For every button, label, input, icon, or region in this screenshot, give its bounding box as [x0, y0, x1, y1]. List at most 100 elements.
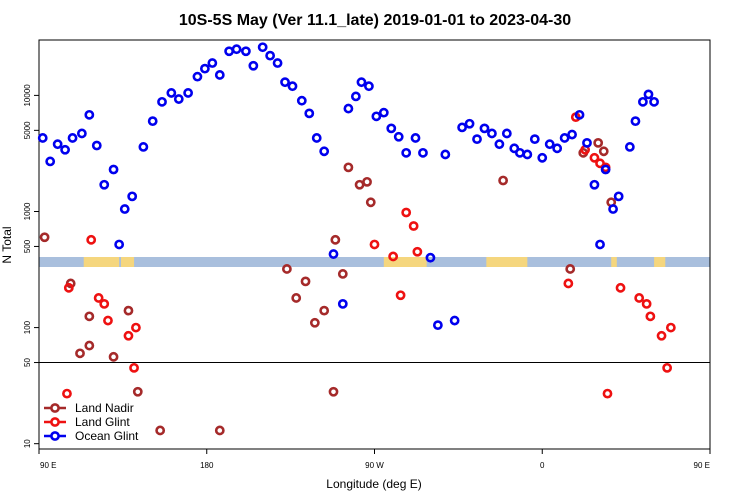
land-nadir-point: [319, 305, 330, 316]
ocean-glint-point: [319, 146, 330, 157]
land-glint-point: [86, 234, 97, 245]
ocean-glint-point: [157, 96, 167, 107]
x-axis-label: Longitude (deg E): [326, 477, 421, 491]
land-band: [486, 257, 528, 267]
ocean-glint-point: [479, 123, 490, 134]
ocean-glint-point: [91, 140, 102, 151]
ocean-glint-point: [287, 81, 298, 92]
land-glint-point: [388, 251, 399, 262]
ocean-glint-point: [582, 137, 592, 148]
land-nadir-point: [343, 162, 354, 173]
land-nadir-point: [354, 179, 365, 190]
ocean-glint-point: [138, 142, 149, 152]
land-nadir-point: [155, 425, 166, 436]
ocean-glint-point: [37, 133, 48, 143]
land-glint-point: [63, 282, 74, 293]
ocean-glint-point: [304, 108, 315, 119]
ocean-glint-point: [501, 128, 512, 139]
ocean-glint-point: [537, 152, 548, 163]
land-nadir-point: [132, 386, 143, 397]
land-band: [654, 257, 666, 267]
land-glint-point: [99, 298, 110, 309]
land-glint-point: [563, 278, 574, 289]
land-glint-point: [656, 330, 667, 341]
ocean-glint-point: [127, 191, 138, 202]
ocean-glint-point: [108, 164, 119, 175]
land-nadir-point: [39, 232, 50, 243]
legend-marker-ocean-glint: [50, 431, 60, 441]
land-nadir-point: [214, 425, 225, 436]
ocean-glint-point: [240, 46, 251, 57]
land-nadir-point: [300, 276, 311, 287]
ocean-glint-point: [296, 95, 307, 106]
land-nadir-point: [281, 264, 292, 274]
ocean-glint-point: [574, 109, 585, 120]
ocean-glint-point: [60, 144, 70, 155]
data-points: [37, 42, 676, 436]
ocean-glint-point: [544, 139, 555, 150]
ocean-glint-point: [311, 133, 322, 143]
x-tick-label: 90 W: [365, 461, 384, 470]
ocean-glint-point: [449, 315, 460, 326]
ocean-glint-point: [67, 133, 78, 143]
ocean-glint-point: [600, 164, 611, 175]
ocean-glint-point: [386, 123, 397, 134]
land-nadir-point: [337, 269, 348, 279]
land-nadir-point: [598, 146, 609, 157]
ocean-glint-point: [343, 103, 354, 114]
land-nadir-point: [123, 305, 134, 316]
land-glint-point: [395, 290, 406, 301]
land-glint-point: [103, 315, 113, 326]
ocean-glint-point: [630, 116, 641, 127]
ocean-glint-point: [457, 122, 468, 133]
land-glint-point: [369, 239, 380, 250]
ocean-glint-point: [595, 239, 605, 250]
ocean-glint-point: [613, 191, 624, 202]
y-tick-label: 5000: [23, 121, 32, 139]
land-glint-point: [589, 152, 600, 163]
y-tick-label: 10: [23, 439, 32, 448]
ocean-glint-point: [529, 134, 540, 145]
ocean-glint-point: [76, 128, 87, 139]
land-glint-point: [662, 362, 673, 373]
legend-label-land-nadir: Land Nadir: [75, 401, 134, 415]
ocean-glint-point: [183, 88, 194, 98]
land-nadir-point: [362, 176, 372, 187]
legend-label-land-glint: Land Glint: [75, 415, 130, 429]
land-nadir-point: [593, 137, 604, 148]
ocean-glint-point: [649, 96, 659, 107]
ocean-glint-point: [199, 63, 210, 74]
ocean-glint-point: [272, 58, 283, 68]
land-glint-point: [645, 311, 656, 322]
ocean-glint-point: [589, 179, 600, 190]
ocean-glint-point: [84, 109, 95, 120]
ocean-glint-point: [509, 143, 520, 154]
ocean-glint-point: [231, 44, 242, 55]
ocean-glint-point: [173, 94, 184, 104]
ocean-glint-point: [487, 128, 497, 139]
ocean-glint-point: [567, 129, 577, 140]
land-glint-point: [412, 246, 423, 257]
land-band: [121, 257, 135, 267]
land-nadir-point: [309, 317, 320, 328]
land-glint-point: [123, 330, 134, 341]
land-nadir-point: [330, 234, 341, 245]
land-nadir-point: [75, 348, 85, 359]
land-band: [383, 257, 427, 267]
ocean-glint-point: [147, 116, 158, 127]
y-tick-label: 100: [23, 320, 32, 334]
land-glint-point: [641, 298, 652, 309]
ocean-glint-point: [638, 96, 648, 107]
axis-ticks: 90 E 180 90 W 0 90 E 10 50 100 500 1000 5000 10000: [23, 84, 711, 470]
land-glint-point: [634, 293, 645, 303]
ocean-glint-point: [378, 107, 389, 118]
y-tick-label: 10000: [23, 84, 32, 107]
land-nadir-point: [498, 175, 509, 186]
ocean-glint-point: [214, 70, 225, 80]
land-band: [611, 257, 617, 267]
x-tick-label: 180: [200, 461, 214, 470]
ocean-glint-point: [280, 77, 290, 88]
y-tick-label: 50: [23, 358, 32, 367]
land-nadir-point: [84, 311, 95, 322]
